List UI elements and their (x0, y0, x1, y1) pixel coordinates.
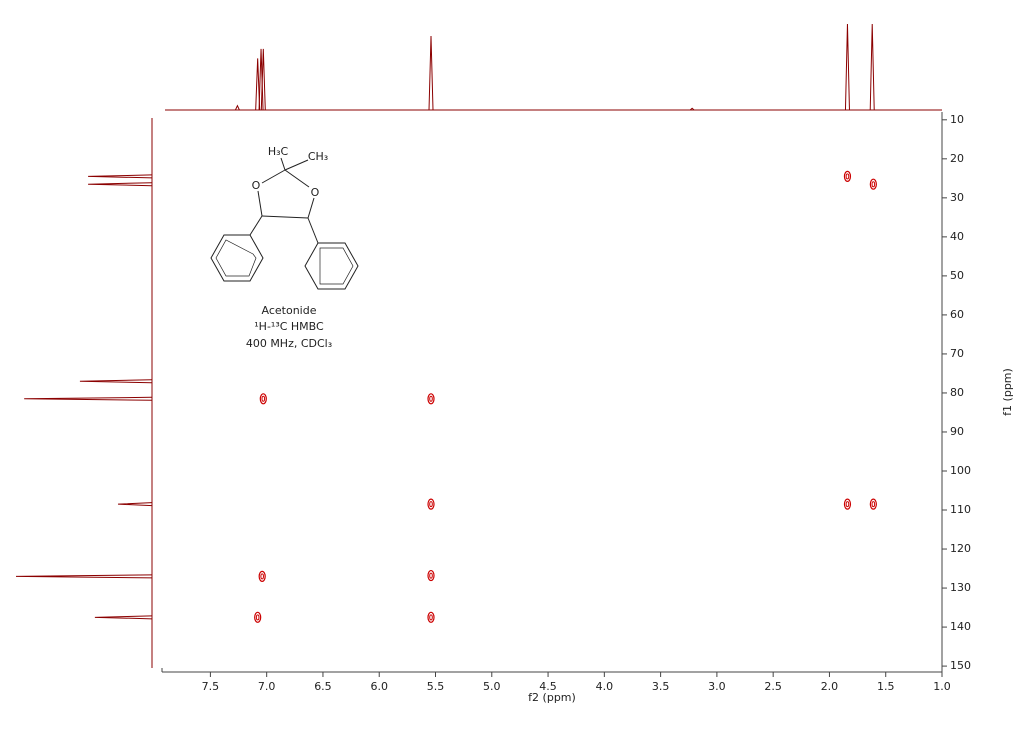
f2-peak (255, 58, 261, 111)
cross-peak (427, 393, 435, 405)
phenyl-ring (304, 242, 359, 290)
aromatic-bonds (215, 239, 257, 277)
bond (284, 159, 309, 171)
cross-peak (869, 498, 877, 510)
cross-peak-contour (260, 573, 264, 580)
f1-peak (88, 182, 153, 187)
f2-peak (234, 104, 240, 111)
bond (307, 197, 315, 219)
x-tick-label: 3.0 (708, 680, 726, 693)
cross-peak-contour (429, 501, 433, 508)
f1-peak (117, 502, 153, 507)
oxygen-label: O (252, 179, 261, 192)
cross-peak (254, 611, 262, 623)
bond (249, 215, 263, 236)
x-tick-label: 6.5 (314, 680, 332, 693)
annotation: Acetonide (262, 304, 317, 317)
x-tick-label: 1.5 (877, 680, 895, 693)
y-tick-label: 60 (950, 308, 964, 321)
x-tick-label: 5.0 (483, 680, 501, 693)
cross-peak (259, 393, 267, 405)
molecule: H₃C CH₃ O O (210, 145, 359, 290)
f2-peak (869, 23, 875, 111)
f1-peak (24, 396, 153, 401)
y-axis-label: f1 (ppm) (1001, 368, 1014, 416)
phenyl-ring (210, 234, 264, 282)
y-tick-label: 70 (950, 347, 964, 360)
y-tick-label: 20 (950, 152, 964, 165)
x-tick-label: 5.5 (427, 680, 445, 693)
y-tick-label: 150 (950, 659, 971, 672)
f2-peak (428, 36, 434, 111)
y-tick-label: 30 (950, 191, 964, 204)
x-axis-label: f2 (ppm) (528, 691, 576, 704)
f2-peak (844, 23, 850, 111)
y-tick-label: 120 (950, 542, 971, 555)
x-tick-label: 7.0 (258, 680, 276, 693)
x-tick-label: 6.0 (370, 680, 388, 693)
cross-peak-contour (429, 395, 433, 402)
x-tick-label: 1.0 (933, 680, 951, 693)
x-tick-label: 4.0 (596, 680, 614, 693)
y-tick-label: 100 (950, 464, 971, 477)
annotation: 400 MHz, CDCl₃ (246, 337, 332, 350)
x-tick-label: 4.5 (539, 680, 557, 693)
aromatic-bonds (319, 247, 354, 285)
cross-peak-contour (429, 614, 433, 621)
bond (284, 169, 310, 188)
cross-peak-contour (261, 395, 266, 402)
f1-peak (15, 574, 153, 579)
cross-peak-contour (871, 501, 876, 508)
y-tick-label: 10 (950, 113, 964, 126)
bond (280, 157, 286, 171)
annotation: ¹H-¹³C HMBC (254, 320, 324, 333)
cross-peak-contour (255, 614, 260, 621)
cross-peak (843, 170, 852, 182)
x-tick-label: 2.0 (821, 680, 839, 693)
y-tick-label: 130 (950, 581, 971, 594)
cross-peak (427, 611, 435, 623)
oxygen-label: O (311, 186, 320, 199)
cross-peak (427, 569, 435, 582)
y-tick-label: 110 (950, 503, 971, 516)
cross-peak-contour (871, 181, 876, 188)
methyl-label: H₃C (268, 145, 289, 158)
f1-peak (79, 379, 153, 384)
x-tick-label: 3.5 (652, 680, 670, 693)
cross-peak-contour (845, 173, 850, 180)
y-tick-label: 90 (950, 425, 964, 438)
cross-peak (427, 498, 435, 510)
f2-peak (689, 107, 695, 111)
x-tick-label: 7.5 (202, 680, 220, 693)
bond (261, 169, 286, 184)
cross-peak (258, 570, 266, 582)
cross-peak-contour (845, 501, 850, 508)
bond (261, 215, 309, 219)
y-tick-label: 50 (950, 269, 964, 282)
y-tick-label: 40 (950, 230, 964, 243)
cross-peak-contour (429, 572, 433, 579)
y-tick-label: 140 (950, 620, 971, 633)
cross-peak (843, 498, 852, 510)
bond (307, 217, 319, 244)
bond (257, 190, 263, 217)
f2-peak (260, 48, 266, 111)
y-tick-label: 80 (950, 386, 964, 399)
cross-peak (869, 178, 877, 190)
f1-peak (94, 615, 153, 620)
methyl-label: CH₃ (308, 150, 328, 163)
f1-peak (88, 174, 153, 179)
x-tick-label: 2.5 (764, 680, 782, 693)
